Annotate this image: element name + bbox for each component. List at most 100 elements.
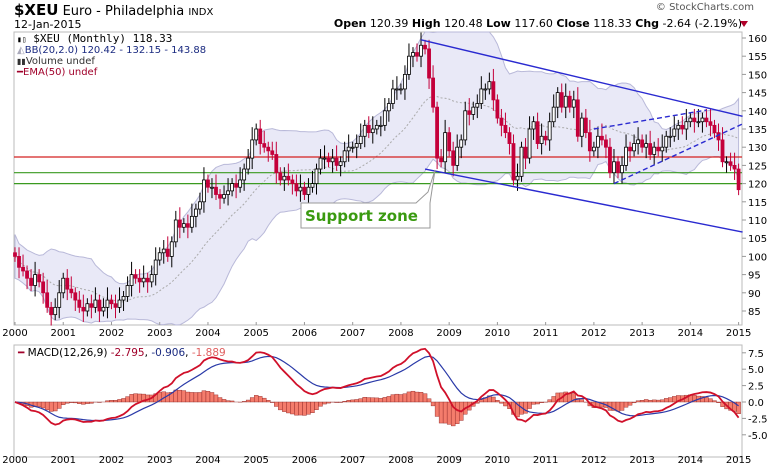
candle <box>222 194 226 199</box>
candle <box>443 132 448 163</box>
histogram-bar <box>639 400 645 403</box>
candle <box>608 146 612 174</box>
histogram-bar <box>362 397 367 403</box>
candle <box>600 135 604 141</box>
histogram-bar <box>539 401 544 403</box>
histogram-bar <box>189 392 195 403</box>
histogram-bar <box>656 399 661 403</box>
histogram-bar <box>342 401 347 403</box>
candle <box>342 150 347 163</box>
candle <box>451 150 456 166</box>
y-tick-label: 110 <box>748 216 767 227</box>
candle <box>69 288 74 294</box>
high-value: 120.48 <box>444 17 483 30</box>
candle <box>507 132 512 144</box>
legend-bb: ◭BB(20,2.0) 120.42 - 132.15 - 143.88 <box>17 45 206 56</box>
histogram-bar <box>643 399 649 403</box>
legend-bb-text: BB(20,2.0) 120.42 - 132.15 - 143.88 <box>24 45 207 56</box>
candle <box>632 143 636 152</box>
candle <box>262 143 267 148</box>
histogram-bar <box>547 399 552 403</box>
x-tick-label-top: 2002 <box>99 328 124 339</box>
candle <box>242 168 247 181</box>
candle <box>519 146 524 177</box>
candle <box>567 95 572 108</box>
candle <box>326 157 331 163</box>
candle <box>214 186 218 195</box>
candle <box>571 99 576 108</box>
candle <box>125 285 130 297</box>
candle <box>503 124 508 134</box>
candle <box>137 277 142 283</box>
candle <box>230 183 234 192</box>
candle <box>736 168 741 191</box>
histogram-bar <box>109 400 114 403</box>
histogram-bar <box>262 397 267 403</box>
candle <box>652 146 657 155</box>
histogram-bar <box>491 396 496 403</box>
x-tick-label-bottom: 2008 <box>388 455 413 465</box>
candle <box>266 146 271 152</box>
chart-title: $XEU Euro - Philadelphia INDX <box>14 1 213 19</box>
legend-volume-text: Volume undef <box>25 56 95 67</box>
x-tick-label-top: 2012 <box>581 328 606 339</box>
histogram-bar <box>390 394 396 403</box>
candle <box>640 139 645 148</box>
histogram-bar <box>499 401 504 404</box>
histogram-bar <box>406 391 412 403</box>
candle <box>575 99 580 137</box>
histogram-bar <box>205 391 211 403</box>
candle <box>61 277 66 294</box>
candle <box>89 303 94 308</box>
macd-y-tick-label: 0.0 <box>748 398 764 409</box>
open-value: 120.39 <box>369 17 409 30</box>
histogram-bar <box>322 401 327 405</box>
histogram-bar <box>245 399 251 403</box>
legend-ema-text: EMA(50) undef <box>23 67 98 78</box>
candle <box>708 121 713 126</box>
histogram-bar <box>249 397 255 403</box>
candle <box>161 248 166 254</box>
candle <box>390 88 395 104</box>
candle <box>21 266 25 272</box>
candle <box>29 277 33 286</box>
histogram-bar <box>40 401 46 409</box>
candle <box>362 124 367 137</box>
candle <box>73 292 78 301</box>
candle <box>680 124 685 130</box>
candle <box>37 274 42 283</box>
candle <box>310 183 315 188</box>
candle <box>475 103 480 108</box>
histogram-bar <box>571 393 576 403</box>
x-tick-label-top: 2000 <box>2 328 27 339</box>
histogram-bar <box>57 401 62 409</box>
histogram-bar <box>36 401 42 408</box>
macd-histogram <box>16 389 741 427</box>
candle <box>628 146 632 152</box>
histogram-bar <box>354 399 359 403</box>
x-tick-label-bottom: 2015 <box>726 455 751 465</box>
candle <box>439 157 444 163</box>
candle <box>455 146 460 166</box>
x-tick-label-bottom: 2003 <box>147 455 172 465</box>
candle <box>185 223 190 228</box>
candle <box>555 92 560 108</box>
candle <box>322 157 327 160</box>
y-tick-label: 130 <box>748 143 767 154</box>
candle <box>491 81 496 101</box>
histogram-bar <box>350 399 355 403</box>
candle <box>33 274 37 286</box>
candle <box>660 146 665 152</box>
candle <box>676 124 681 130</box>
histogram-bar <box>615 401 621 412</box>
candle <box>302 186 307 195</box>
candle <box>467 110 472 115</box>
bands-icon: ◭ <box>17 45 25 56</box>
legend-ema: ━EMA(50) undef <box>17 67 206 78</box>
candle <box>547 121 552 141</box>
candle <box>419 44 423 57</box>
candle <box>620 164 624 174</box>
y-tick-label: 150 <box>748 70 767 81</box>
histogram-bar <box>455 401 460 424</box>
